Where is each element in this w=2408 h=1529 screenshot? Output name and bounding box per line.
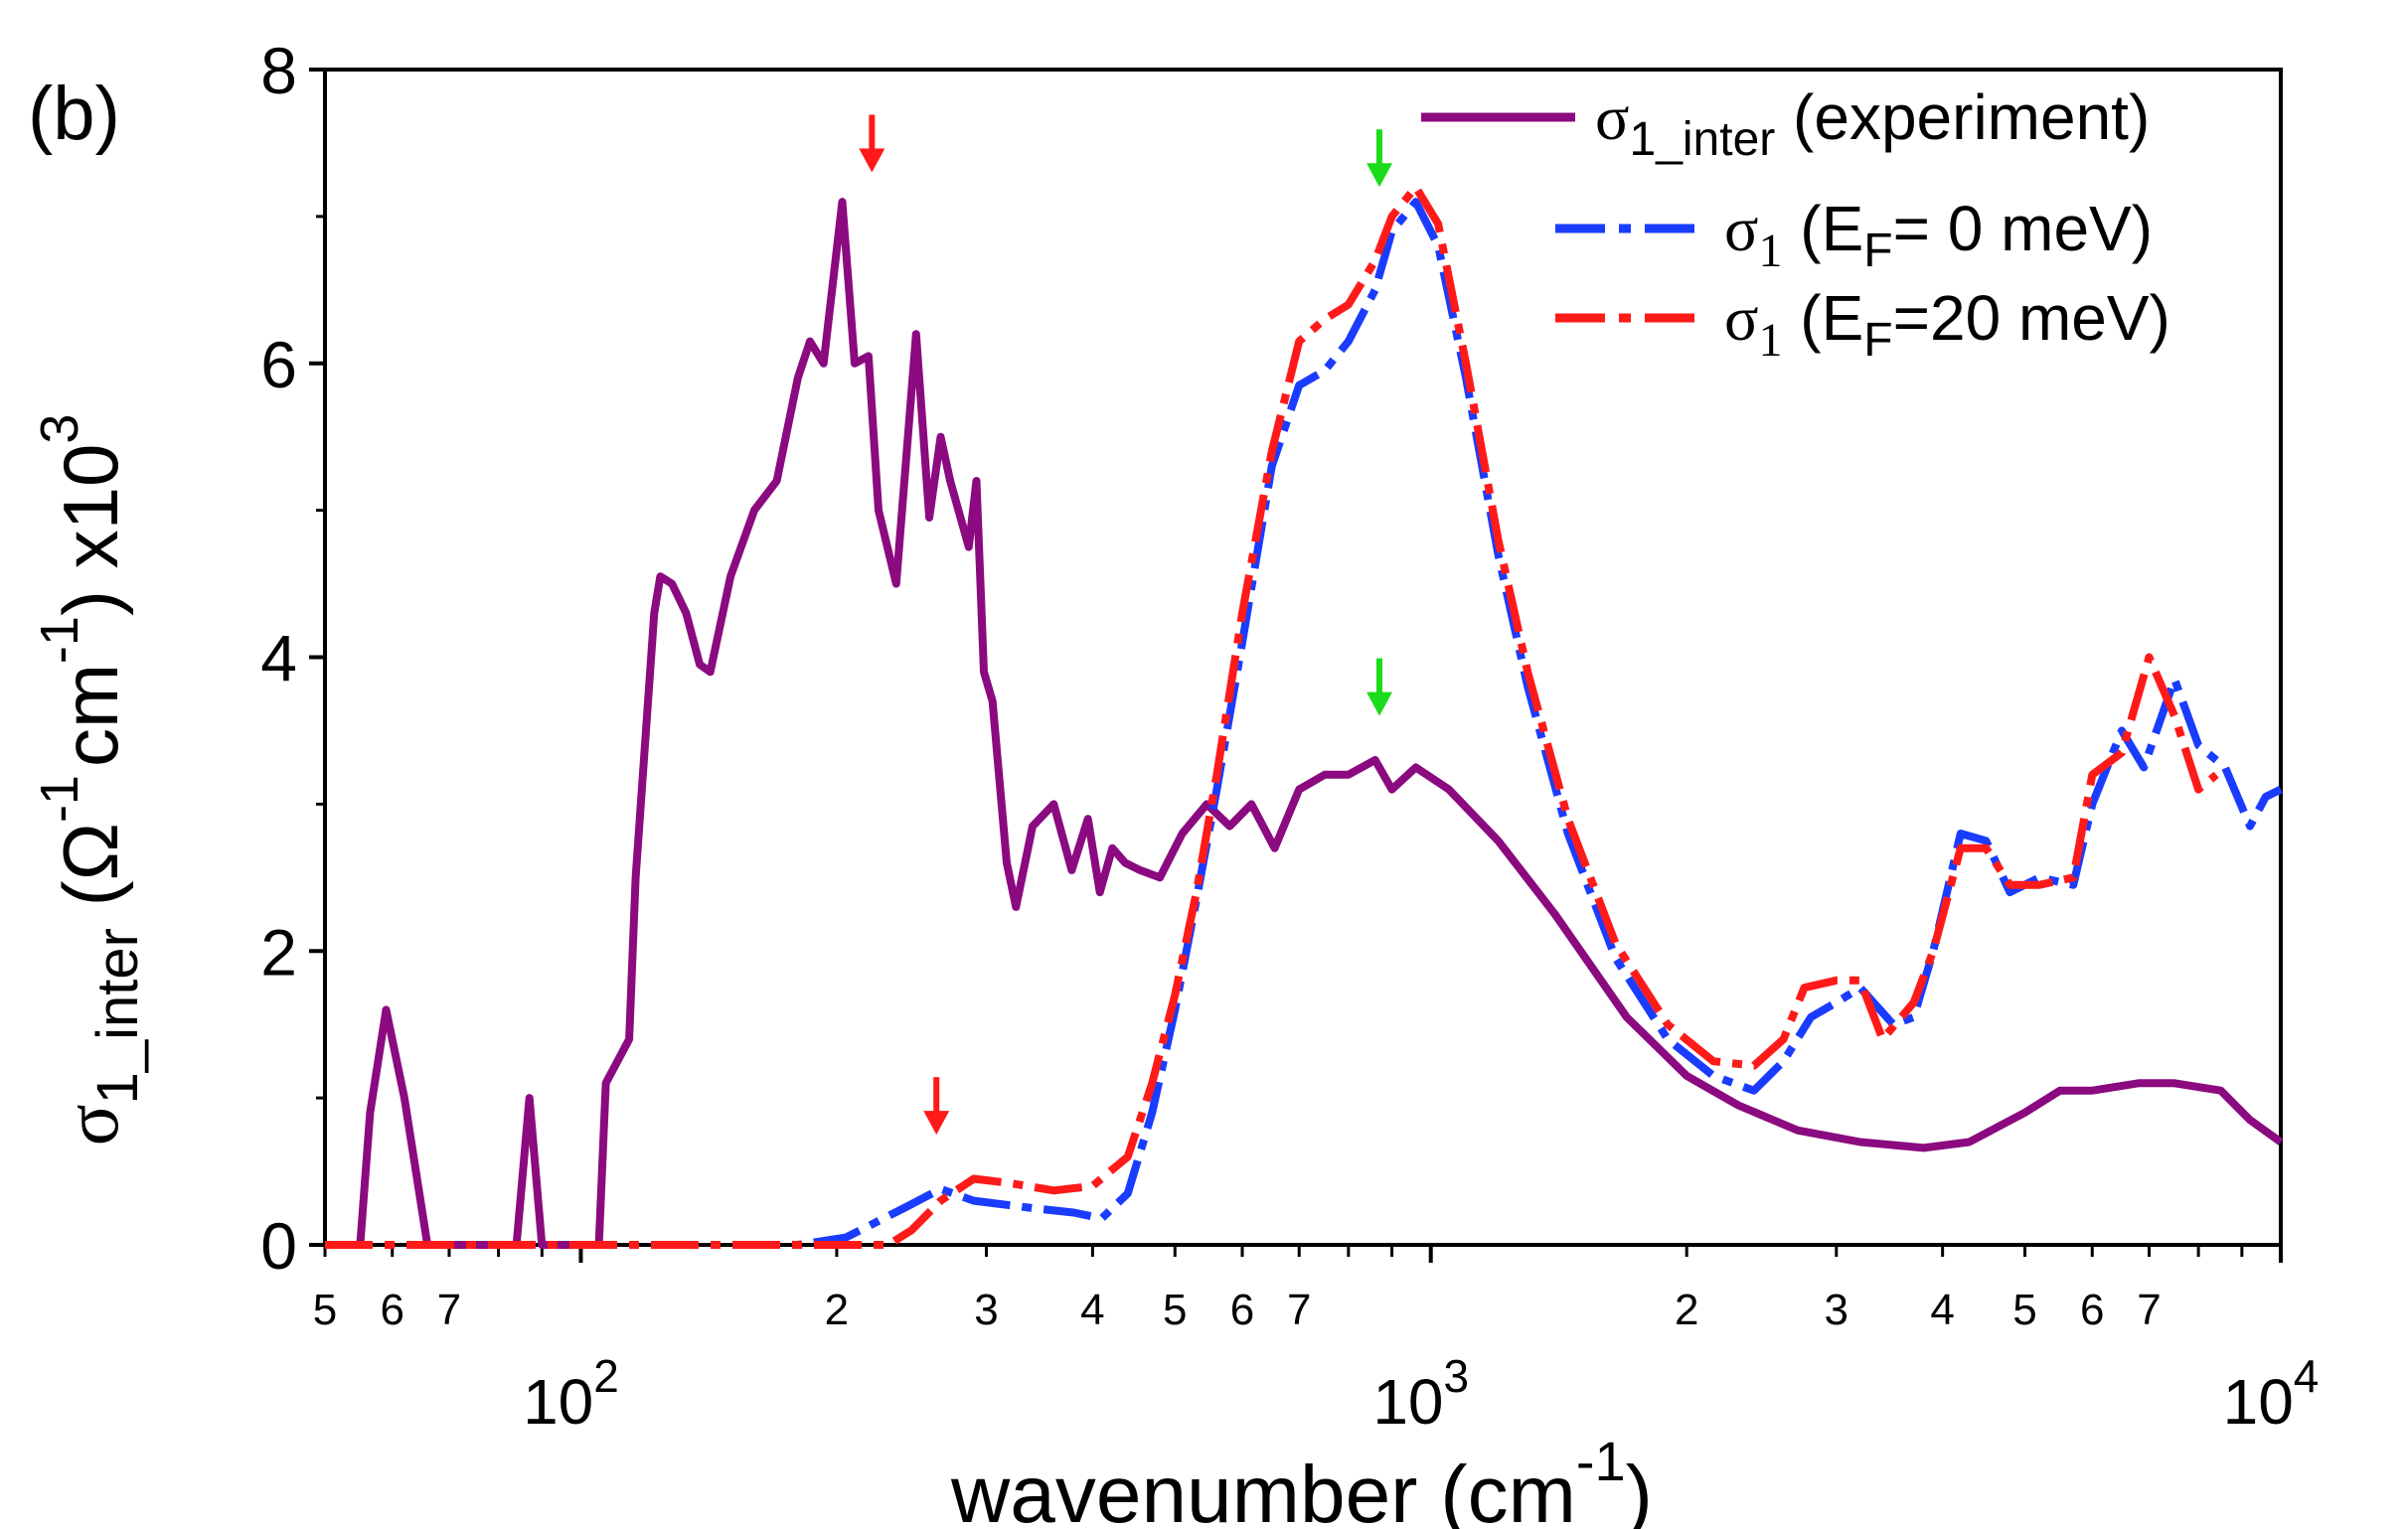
y-tick-label: 0 xyxy=(260,1209,297,1283)
x-minor-tick-label: 2 xyxy=(825,1286,849,1334)
arrow-head-3 xyxy=(923,1111,950,1136)
x-label-close: ) xyxy=(1626,1450,1653,1529)
arrow-head-1 xyxy=(1366,163,1393,188)
x-minor-tick-label: 7 xyxy=(1287,1286,1311,1334)
y-label-sub: 1_inter xyxy=(85,928,150,1104)
x-minor-tick-label: 4 xyxy=(1080,1286,1104,1334)
legend-ef0-text1: (E xyxy=(1783,193,1864,264)
arrow-head-0 xyxy=(859,148,885,173)
y-label-sigma: σ xyxy=(48,1104,134,1146)
x-axis-label: wavenumber (cm-1) xyxy=(950,1430,1653,1529)
x-minor-tick-label: 5 xyxy=(1163,1286,1187,1334)
legend-ef0-text2: = 0 meV) xyxy=(1893,193,2153,264)
y-label-sup2: -1 xyxy=(30,616,89,664)
legend-ef20-text1: (E xyxy=(1783,282,1864,354)
y-label-cm: cm xyxy=(47,664,134,767)
x-label-main: wavenumber (cm xyxy=(950,1450,1576,1529)
y-label-sup3: 3 xyxy=(30,414,89,444)
legend-experiment-text: (experiment) xyxy=(1775,81,2150,153)
legend-ef20-sigma: σ xyxy=(1724,283,1759,354)
x-minor-tick-label: 6 xyxy=(1230,1286,1254,1334)
series-line-2 xyxy=(325,183,2219,1249)
y-tick-label: 4 xyxy=(260,622,297,695)
x-minor-tick-label: 6 xyxy=(380,1286,403,1334)
series-line-1 xyxy=(325,198,2283,1249)
y-tick-label: 8 xyxy=(260,34,297,107)
arrow-head-2 xyxy=(1366,691,1393,716)
legend-ef20-subF: F xyxy=(1863,314,1892,367)
x-minor-tick-label: 5 xyxy=(313,1286,337,1334)
legend-experiment-sigma: σ xyxy=(1595,82,1630,153)
x-decade-label: 104 xyxy=(2223,1350,2320,1438)
x-minor-tick-label: 4 xyxy=(1930,1286,1954,1334)
legend-ef0-subF: F xyxy=(1863,225,1892,277)
legend-ef0-sigma: σ xyxy=(1724,194,1759,264)
legend-ef20-sub: 1 xyxy=(1759,314,1783,367)
y-label-close: ) x10 xyxy=(47,444,134,616)
x-minor-tick-label: 5 xyxy=(2012,1286,2036,1334)
legend-experiment-sub: 1_inter xyxy=(1630,113,1776,166)
legend-ef20-text2: =20 meV) xyxy=(1893,282,2170,354)
x-minor-tick-label: 2 xyxy=(1675,1286,1698,1334)
x-minor-tick-label: 7 xyxy=(437,1286,461,1334)
legend-ef0-sub: 1 xyxy=(1759,225,1783,277)
y-tick-label: 6 xyxy=(260,328,297,401)
legend-label-ef0: σ1 (EF= 0 meV) xyxy=(1724,193,2153,277)
y-label-open: (Ω xyxy=(47,823,134,928)
legend: σ1_inter (experiment) σ1 (EF= 0 meV) σ1 … xyxy=(1421,81,2170,367)
legend-label-ef20: σ1 (EF=20 meV) xyxy=(1724,282,2170,367)
panel-label: (b) xyxy=(28,72,120,156)
x-label-sup: -1 xyxy=(1576,1430,1626,1492)
series-line-0 xyxy=(325,198,2284,1249)
x-minor-tick-label: 3 xyxy=(1825,1286,1848,1334)
x-decade-label: 102 xyxy=(523,1350,619,1438)
y-label-sup1: -1 xyxy=(30,775,89,823)
x-minor-tick-label: 3 xyxy=(974,1286,998,1334)
legend-label-experiment: σ1_inter (experiment) xyxy=(1595,81,2150,166)
y-axis-label: σ1_inter (Ω-1cm-1) x103 xyxy=(30,414,150,1147)
x-minor-tick-label: 6 xyxy=(2080,1286,2104,1334)
x-minor-tick-label: 7 xyxy=(2137,1286,2161,1334)
x-decade-label: 103 xyxy=(1372,1350,1469,1438)
y-tick-label: 2 xyxy=(260,915,297,989)
